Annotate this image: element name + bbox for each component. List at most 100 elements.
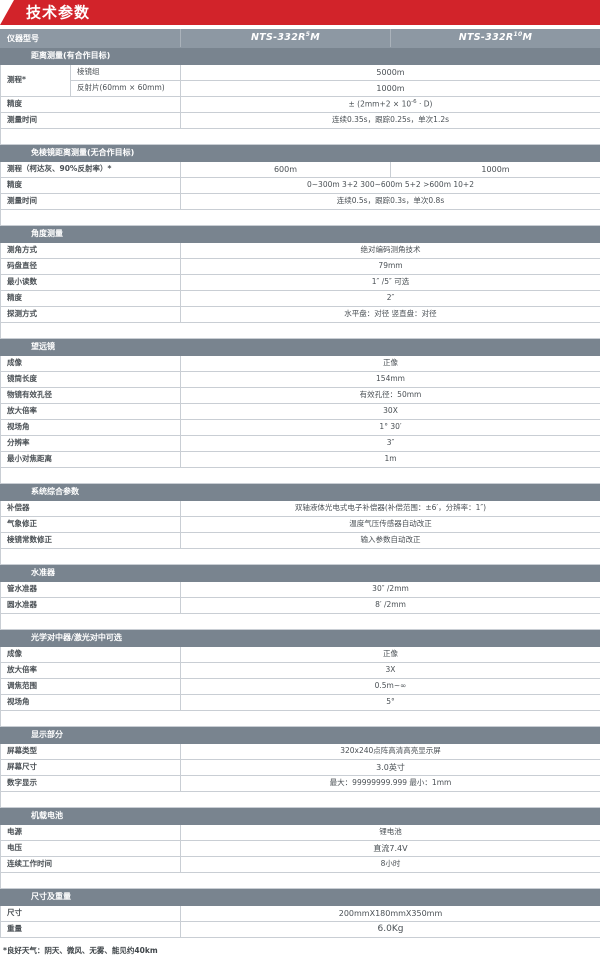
row-label: 屏幕尺寸 <box>1 760 181 776</box>
table-row: 补偿器双轴液体光电式电子补偿器(补偿范围：±6′，分辨率：1″) <box>1 501 600 517</box>
section-header-row: 免棱镜距离测量(无合作目标) <box>1 145 600 162</box>
row-value: 6.0Kg <box>181 922 600 938</box>
row-label: 放大倍率 <box>1 404 181 420</box>
section-spacer <box>1 711 600 727</box>
row-label: 电源 <box>1 825 181 841</box>
row-value: 200mmX180mmX350mm <box>181 906 600 922</box>
banner-notch-shape <box>0 0 14 25</box>
table-row: 探测方式水平盘：对径 竖直盘：对径 <box>1 307 600 323</box>
row-value: 320x240点阵高清高亮显示屏 <box>181 744 600 760</box>
table-row: 反射片(60mm × 60mm)1000m <box>1 81 600 97</box>
row-value: 154mm <box>181 372 600 388</box>
row-value: 1000m <box>181 81 600 97</box>
row-label: 调焦范围 <box>1 679 181 695</box>
section-spacer <box>1 210 600 226</box>
row-value: 温度气压传感器自动改正 <box>181 517 600 533</box>
page-title: 技术参数 <box>26 5 90 20</box>
row-label: 测角方式 <box>1 243 181 259</box>
row-label: 数字显示 <box>1 776 181 792</box>
row-value: 30X <box>181 404 600 420</box>
table-row: 成像正像 <box>1 647 600 663</box>
row-value-model2: 1000m <box>391 162 600 178</box>
section-title: 水准器 <box>1 565 600 582</box>
row-label: 测量时间 <box>1 113 181 129</box>
section-spacer <box>1 549 600 565</box>
row-value: 1″ /5″ 可选 <box>181 275 600 291</box>
row-label: 测程* <box>1 65 71 97</box>
section-spacer <box>1 468 600 484</box>
row-value: 3″ <box>181 436 600 452</box>
table-row: 棱镜常数修正输入参数自动改正 <box>1 533 600 549</box>
row-value: 直流7.4V <box>181 841 600 857</box>
row-label: 成像 <box>1 647 181 663</box>
row-value: 30″ /2mm <box>181 582 600 598</box>
table-row: 测量时间连续0.5s，跟踪0.3s，单次0.8s <box>1 194 600 210</box>
section-title: 免棱镜距离测量(无合作目标) <box>1 145 600 162</box>
row-label: 精度 <box>1 291 181 307</box>
row-label: 精度 <box>1 178 181 194</box>
model-name-cell-2: NTS-332R10M <box>391 30 600 48</box>
section-spacer <box>1 129 600 145</box>
row-value: 0~300m 3+2 300~600m 5+2 >600m 10+2 <box>181 178 600 194</box>
row-value: 1m <box>181 452 600 468</box>
row-label: 测程（柯达灰、90%反射率）* <box>1 162 181 178</box>
row-value: 水平盘：对径 竖直盘：对径 <box>181 307 600 323</box>
section-title: 距离测量(有合作目标) <box>1 48 600 65</box>
table-row: 测量时间连续0.35s，跟踪0.25s，单次1.2s <box>1 113 600 129</box>
section-title: 系统综合参数 <box>1 484 600 501</box>
row-value: 2″ <box>181 291 600 307</box>
row-value: 8小时 <box>181 857 600 873</box>
row-value: 79mm <box>181 259 600 275</box>
row-label: 镜筒长度 <box>1 372 181 388</box>
table-row: 电源锂电池 <box>1 825 600 841</box>
section-header-row: 望远镜 <box>1 339 600 356</box>
table-row: 成像正像 <box>1 356 600 372</box>
row-sublabel: 反射片(60mm × 60mm) <box>71 81 181 97</box>
row-label: 棱镜常数修正 <box>1 533 181 549</box>
footnote: *良好天气：阴天、微风、无雾、能见约40km <box>0 945 600 956</box>
row-label: 屏幕类型 <box>1 744 181 760</box>
row-label: 管水准器 <box>1 582 181 598</box>
row-value: 1° 30′ <box>181 420 600 436</box>
row-label: 最小读数 <box>1 275 181 291</box>
row-label: 码盘直径 <box>1 259 181 275</box>
row-label: 尺寸 <box>1 906 181 922</box>
row-label: 成像 <box>1 356 181 372</box>
section-header-row: 角度测量 <box>1 226 600 243</box>
row-value: 双轴液体光电式电子补偿器(补偿范围：±6′，分辨率：1″) <box>181 501 600 517</box>
row-value: 3.0英寸 <box>181 760 600 776</box>
row-value: 8′ /2mm <box>181 598 600 614</box>
row-value-model1: 600m <box>181 162 391 178</box>
row-label: 圆水准器 <box>1 598 181 614</box>
row-sublabel: 棱镜组 <box>71 65 181 81</box>
table-row: 物镜有效孔径有效孔径：50mm <box>1 388 600 404</box>
section-spacer <box>1 614 600 630</box>
section-header-row: 显示部分 <box>1 727 600 744</box>
row-value: 绝对编码测角技术 <box>181 243 600 259</box>
section-spacer <box>1 873 600 889</box>
row-value: 输入参数自动改正 <box>181 533 600 549</box>
model-name-cell-1: NTS-332R5M <box>181 30 391 48</box>
section-spacer <box>1 792 600 808</box>
table-row: 气象修正温度气压传感器自动改正 <box>1 517 600 533</box>
row-label: 视场角 <box>1 420 181 436</box>
section-title: 显示部分 <box>1 727 600 744</box>
row-value: 0.5m~∞ <box>181 679 600 695</box>
section-title: 望远镜 <box>1 339 600 356</box>
